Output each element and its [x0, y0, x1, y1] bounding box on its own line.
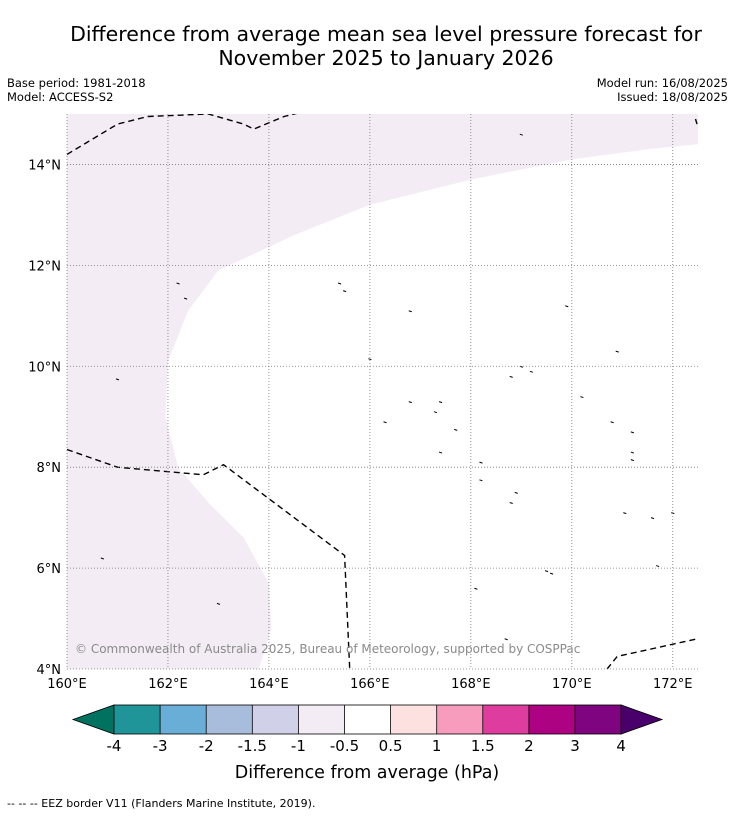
eez-northeast-edge-border	[694, 118, 698, 125]
island-outline	[433, 411, 438, 414]
copyright-text: © Commonwealth of Australia 2025, Bureau…	[75, 642, 580, 656]
colorbar-swatch	[206, 705, 253, 734]
island-outline	[565, 305, 569, 308]
colorbar-tick-label: 2	[524, 737, 534, 755]
island-outline	[479, 479, 483, 482]
colorbar-swatch	[344, 705, 391, 734]
y-tick-label: 12°N	[28, 259, 61, 274]
title-line-2: November 2025 to January 2026	[218, 46, 554, 70]
island-outline	[454, 428, 458, 431]
colorbar: -4 -3 -2 -1.5 -1 -0.5 0.5 1 1.5 2 3 4	[71, 704, 664, 755]
island-outline	[615, 350, 619, 353]
y-tick-label: 6°N	[37, 562, 62, 577]
meta-right: Model run: 16/08/2025 Issued: 18/08/2025	[597, 76, 728, 104]
x-tick-label: 164°E	[249, 677, 289, 692]
colorbar-tick-label: 3	[570, 737, 580, 755]
title-line-1: Difference from average mean sea level p…	[70, 22, 702, 46]
island-outline	[216, 602, 221, 605]
eez-north-border	[67, 114, 298, 156]
colorbar-tick-label: 4	[616, 737, 626, 755]
colorbar-swatch	[575, 705, 622, 734]
island-outline	[655, 565, 660, 568]
colorbar-under-arrow	[71, 704, 115, 735]
eez-southeast-border	[606, 638, 698, 669]
colorbar-swatch	[528, 705, 575, 734]
colorbar-frame	[113, 704, 622, 735]
colorbar-swatch	[436, 705, 483, 734]
island-outline	[529, 370, 534, 373]
colorbar-tick-label: -1	[291, 737, 306, 755]
chart-title: Difference from average mean sea level p…	[36, 22, 736, 70]
axis-layer: 160°E 162°E 164°E 166°E 168°E 170°E 172°E 4°N 6°…	[28, 158, 692, 692]
colorbar-swatch	[390, 705, 437, 734]
colorbar-swatch	[252, 705, 299, 734]
island-outline	[368, 358, 372, 361]
island-outline	[630, 431, 635, 434]
island-outline	[479, 461, 483, 464]
shaded-region-minus1-to-minus0.5	[67, 114, 698, 669]
colorbar-tick-label: 0.5	[379, 737, 403, 755]
island-outline	[183, 297, 188, 300]
island-outline	[630, 459, 635, 462]
colorbar-over-arrow	[620, 704, 664, 735]
y-tick-label: 10°N	[28, 360, 61, 375]
island-outline	[549, 572, 554, 575]
island-outline	[337, 282, 342, 285]
eez-west-border	[67, 448, 351, 669]
model-run: Model run: 16/08/2025	[596, 76, 728, 90]
base-period: Base period: 1981-2018	[7, 76, 146, 90]
island-outline	[383, 421, 387, 424]
colorbar-tick-label: 1.5	[471, 737, 495, 755]
island-outline	[509, 502, 513, 504]
colorbar-swatch	[114, 705, 161, 734]
island-outline	[519, 133, 523, 136]
meta-left: Base period: 1981-2018 Model: ACCESS-S2	[7, 76, 146, 104]
x-tick-label: 160°E	[47, 677, 87, 692]
colorbar-tick-label: 1	[432, 737, 442, 755]
x-tick-label: 162°E	[148, 677, 188, 692]
island-outline	[580, 396, 584, 399]
island-outline	[623, 512, 627, 515]
island-outline	[474, 587, 478, 590]
colorbar-tick-label: -2	[199, 737, 214, 755]
island-outline	[438, 451, 443, 454]
colorbar-tick-label: -1.5	[238, 737, 267, 755]
colorbar-tick-label: -4	[107, 737, 122, 755]
island-outline	[100, 557, 104, 560]
colorbar-label: Difference from average (hPa)	[235, 763, 500, 783]
model-name: Model: ACCESS-S2	[7, 90, 114, 104]
island-outline	[610, 421, 614, 424]
eez-legend-note: -- -- -- EEZ border V11 (Flanders Marine…	[7, 797, 316, 810]
y-tick-label: 8°N	[37, 461, 62, 476]
island-outline	[342, 290, 347, 293]
y-tick-label: 14°N	[28, 158, 61, 173]
island-outline	[408, 401, 412, 404]
y-tick-label: 4°N	[37, 663, 62, 678]
colorbar-swatch	[298, 705, 345, 734]
island-outline	[115, 378, 120, 381]
island-outline	[544, 570, 549, 573]
island-outline	[650, 517, 655, 520]
island-outline	[504, 638, 508, 641]
island-outline	[630, 451, 635, 454]
grid-layer	[66, 114, 698, 670]
x-tick-label: 170°E	[552, 677, 592, 692]
x-tick-label: 172°E	[653, 677, 693, 692]
map-layer	[67, 114, 698, 669]
issued-date: Issued: 18/08/2025	[617, 90, 728, 104]
island-outline	[514, 491, 518, 494]
x-tick-label: 166°E	[350, 677, 390, 692]
island-outline	[509, 375, 513, 378]
island-outline	[176, 282, 180, 285]
x-tick-label: 168°E	[451, 677, 491, 692]
colorbar-tick-label: -3	[153, 737, 168, 755]
colorbar-tick-label: -0.5	[330, 737, 359, 755]
colorbar-swatch	[482, 705, 529, 734]
island-outline	[408, 310, 412, 313]
island-outline	[438, 401, 443, 404]
colorbar-swatch	[160, 705, 207, 734]
